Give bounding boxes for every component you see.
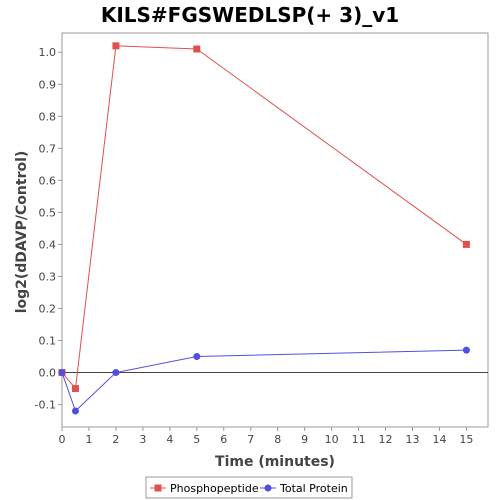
y-tick-label: 1.0: [39, 46, 57, 59]
data-point-phosphopeptide: [112, 42, 120, 50]
x-tick-label: 8: [274, 433, 281, 446]
legend-marker-phosphopeptide: [154, 484, 162, 492]
chart-title: KILS#FGSWEDLSP(+ 3)_v1: [101, 3, 399, 27]
data-point-total-protein: [462, 346, 470, 354]
x-tick-label: 9: [301, 433, 308, 446]
legend-marker-total-protein: [264, 484, 272, 492]
x-tick-label: 13: [406, 433, 420, 446]
data-point-phosphopeptide: [71, 385, 79, 393]
x-tick-label: 11: [352, 433, 366, 446]
data-point-total-protein: [112, 369, 120, 377]
y-tick-label: 0.2: [39, 302, 57, 315]
y-tick-label: 0.5: [39, 206, 57, 219]
x-tick-label: 4: [166, 433, 173, 446]
data-point-phosphopeptide: [193, 45, 201, 53]
x-tick-label: 2: [112, 433, 119, 446]
y-tick-label: 0.3: [39, 270, 57, 283]
series-layer: [58, 42, 470, 415]
legend-label-total-protein: Total Protein: [279, 482, 348, 495]
y-tick-label: 0.1: [39, 335, 57, 348]
legend-box: [145, 476, 353, 499]
x-tick-label: 3: [139, 433, 146, 446]
x-axis-ticks: 0 1 2 3 4 5 6 7 8 9 10 11 12 13 14 15: [59, 427, 473, 446]
y-axis-ticks: -0.1 0.0 0.1 0.2 0.3 0.4 0.5 0.6 0.7 0.8 0.9 1.0: [35, 46, 62, 412]
legend-label-phosphopeptide: Phosphopeptide: [170, 482, 259, 495]
y-tick-label: 0.0: [39, 367, 57, 380]
legend: Phosphopeptide Total Protein: [145, 476, 353, 499]
data-point-total-protein: [193, 353, 201, 361]
x-tick-label: 12: [379, 433, 393, 446]
y-tick-label: 0.6: [39, 174, 57, 187]
data-point-total-protein: [71, 407, 79, 415]
plot-area: [61, 32, 489, 428]
x-tick-label: 15: [459, 433, 473, 446]
x-axis-label: Time (minutes): [215, 454, 335, 470]
x-tick-label: 7: [247, 433, 254, 446]
y-tick-label: 0.4: [39, 238, 57, 251]
data-point-total-protein: [58, 369, 66, 377]
data-point-phosphopeptide: [462, 240, 470, 248]
y-tick-label: 0.9: [39, 78, 57, 91]
x-tick-label: 1: [85, 433, 92, 446]
x-tick-label: 5: [193, 433, 200, 446]
x-tick-label: 14: [432, 433, 446, 446]
y-tick-label: 0.7: [39, 142, 57, 155]
y-tick-label: 0.8: [39, 110, 57, 123]
x-tick-label: 0: [59, 433, 66, 446]
y-tick-label: -0.1: [35, 399, 56, 412]
x-tick-label: 6: [220, 433, 227, 446]
y-axis-label: log2(dDAVP/Control): [14, 151, 30, 314]
x-tick-label: 10: [325, 433, 339, 446]
